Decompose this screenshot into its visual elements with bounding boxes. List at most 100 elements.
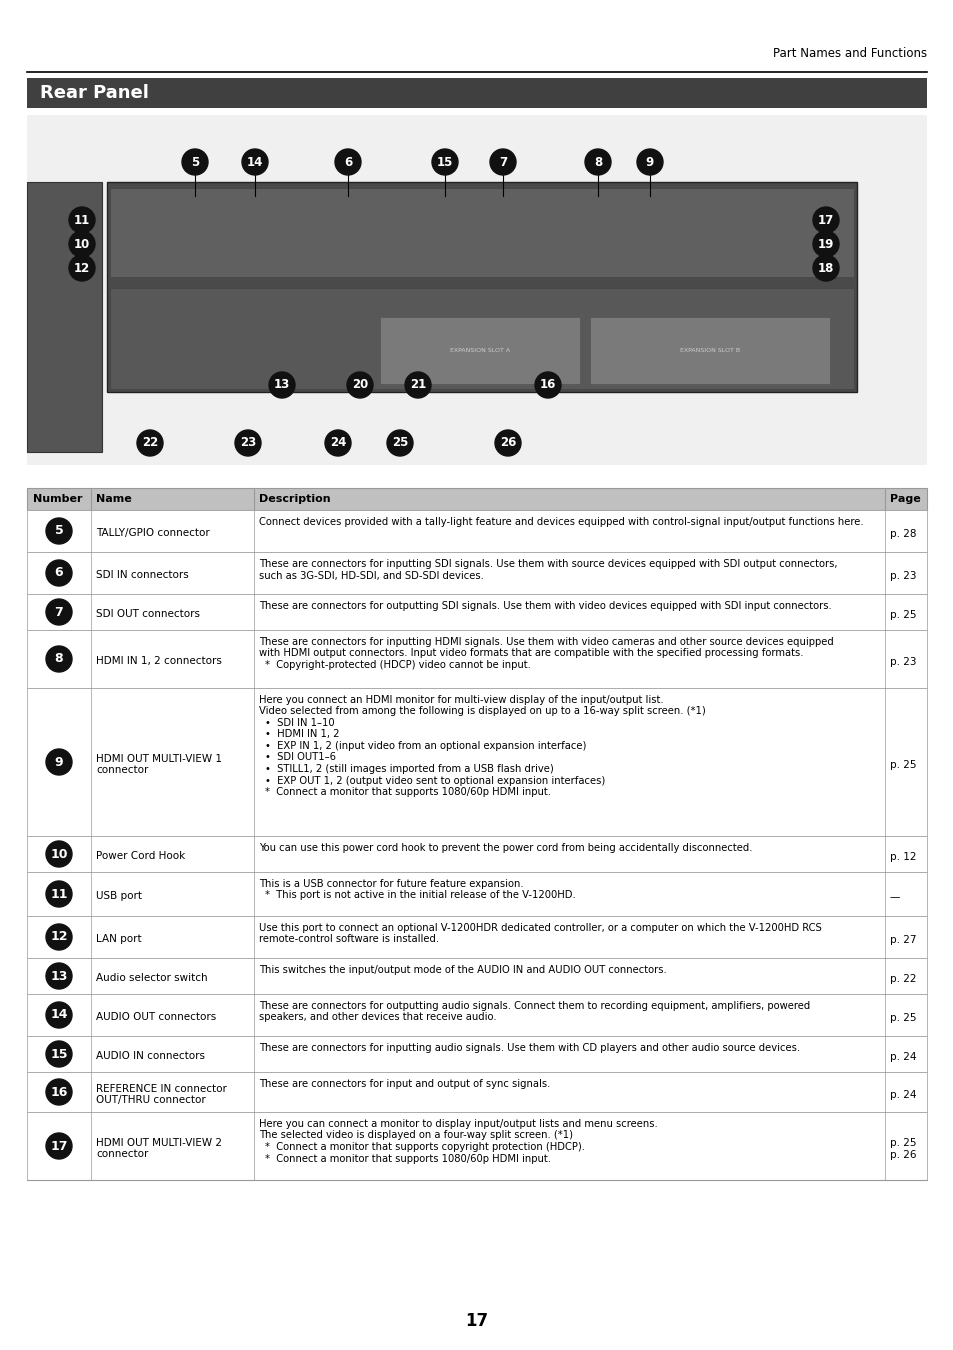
FancyBboxPatch shape <box>27 1072 926 1112</box>
Text: •  EXP OUT 1, 2 (output video sent to optional expansion interfaces): • EXP OUT 1, 2 (output video sent to opt… <box>265 775 604 786</box>
FancyBboxPatch shape <box>27 958 926 994</box>
Circle shape <box>325 431 351 456</box>
Text: REFERENCE IN connector: REFERENCE IN connector <box>96 1084 227 1094</box>
Circle shape <box>182 148 208 176</box>
Circle shape <box>46 560 71 586</box>
Circle shape <box>535 373 560 398</box>
Circle shape <box>46 599 71 625</box>
Text: Part Names and Functions: Part Names and Functions <box>772 47 926 59</box>
Circle shape <box>46 518 71 544</box>
Text: AUDIO OUT connectors: AUDIO OUT connectors <box>96 1012 216 1022</box>
Circle shape <box>490 148 516 176</box>
Text: 17: 17 <box>51 1139 68 1153</box>
Text: *  Connect a monitor that supports 1080/60p HDMI input.: * Connect a monitor that supports 1080/6… <box>265 1153 551 1164</box>
Text: 14: 14 <box>51 1008 68 1022</box>
Circle shape <box>335 148 360 176</box>
Text: such as 3G-SDI, HD-SDI, and SD-SDI devices.: such as 3G-SDI, HD-SDI, and SD-SDI devic… <box>258 571 483 580</box>
Text: Page: Page <box>889 494 920 504</box>
Text: p. 25: p. 25 <box>889 1012 916 1023</box>
Text: p. 22: p. 22 <box>889 973 916 984</box>
FancyBboxPatch shape <box>27 78 926 108</box>
Text: The selected video is displayed on a four-way split screen. (*1): The selected video is displayed on a fou… <box>258 1130 573 1141</box>
FancyBboxPatch shape <box>107 182 856 392</box>
Text: p. 23: p. 23 <box>889 571 916 580</box>
Text: •  EXP IN 1, 2 (input video from an optional expansion interface): • EXP IN 1, 2 (input video from an optio… <box>265 741 586 751</box>
Text: p. 25: p. 25 <box>889 610 916 620</box>
Circle shape <box>46 1079 71 1106</box>
Text: —: — <box>889 892 900 902</box>
Text: *  Connect a monitor that supports copyright protection (HDCP).: * Connect a monitor that supports copyri… <box>265 1142 584 1152</box>
Text: •  STILL1, 2 (still images imported from a USB flash drive): • STILL1, 2 (still images imported from … <box>265 764 553 774</box>
Text: HDMI IN 1, 2 connectors: HDMI IN 1, 2 connectors <box>96 656 222 667</box>
Text: Audio selector switch: Audio selector switch <box>96 973 208 983</box>
Text: These are connectors for inputting audio signals. Use them with CD players and o: These are connectors for inputting audio… <box>258 1044 800 1053</box>
Text: OUT/THRU connector: OUT/THRU connector <box>96 1095 206 1106</box>
Text: HDMI OUT MULTI-VIEW 1: HDMI OUT MULTI-VIEW 1 <box>96 753 222 764</box>
Text: These are connectors for input and output of sync signals.: These are connectors for input and outpu… <box>258 1079 550 1089</box>
Text: *  This port is not active in the initial release of the V-1200HD.: * This port is not active in the initial… <box>265 891 576 900</box>
Text: HDMI OUT MULTI-VIEW 2: HDMI OUT MULTI-VIEW 2 <box>96 1138 222 1148</box>
Text: 15: 15 <box>436 155 453 169</box>
Text: Video selected from among the following is displayed on up to a 16-way split scr: Video selected from among the following … <box>258 706 705 717</box>
FancyBboxPatch shape <box>27 487 926 510</box>
Text: These are connectors for inputting HDMI signals. Use them with video cameras and: These are connectors for inputting HDMI … <box>258 637 833 647</box>
FancyBboxPatch shape <box>27 872 926 917</box>
FancyBboxPatch shape <box>27 182 102 452</box>
Circle shape <box>234 431 261 456</box>
Text: USB port: USB port <box>96 891 142 902</box>
Text: 25: 25 <box>392 436 408 450</box>
Text: p. 12: p. 12 <box>889 852 916 863</box>
Circle shape <box>242 148 268 176</box>
Circle shape <box>46 1133 71 1160</box>
Circle shape <box>347 373 373 398</box>
Text: Connect devices provided with a tally-light feature and devices equipped with co: Connect devices provided with a tally-li… <box>258 517 862 526</box>
Text: p. 25: p. 25 <box>889 760 916 770</box>
Circle shape <box>46 963 71 990</box>
Circle shape <box>637 148 662 176</box>
FancyBboxPatch shape <box>589 317 829 383</box>
Text: TALLY/GPIO connector: TALLY/GPIO connector <box>96 528 210 539</box>
Circle shape <box>387 431 413 456</box>
Text: connector: connector <box>96 765 149 775</box>
Circle shape <box>69 207 95 234</box>
FancyBboxPatch shape <box>27 917 926 958</box>
Text: 15: 15 <box>51 1048 68 1061</box>
FancyBboxPatch shape <box>27 552 926 594</box>
Text: •  SDI OUT1–6: • SDI OUT1–6 <box>265 752 335 763</box>
Text: These are connectors for inputting SDI signals. Use them with source devices equ: These are connectors for inputting SDI s… <box>258 559 837 568</box>
Text: 9: 9 <box>54 756 63 768</box>
Text: 26: 26 <box>499 436 516 450</box>
Text: connector: connector <box>96 1149 149 1160</box>
Text: Use this port to connect an optional V-1200HDR dedicated controller, or a comput: Use this port to connect an optional V-1… <box>258 923 821 933</box>
Text: p. 24: p. 24 <box>889 1089 916 1100</box>
FancyBboxPatch shape <box>110 288 853 389</box>
Circle shape <box>46 1002 71 1027</box>
FancyBboxPatch shape <box>27 115 926 464</box>
Text: 18: 18 <box>817 262 833 274</box>
FancyBboxPatch shape <box>27 994 926 1035</box>
Text: Here you connect an HDMI monitor for multi-view display of the input/output list: Here you connect an HDMI monitor for mul… <box>258 695 663 705</box>
Text: Number: Number <box>33 494 82 504</box>
Circle shape <box>432 148 457 176</box>
Text: p. 23: p. 23 <box>889 657 916 667</box>
Text: 6: 6 <box>343 155 352 169</box>
Text: with HDMI output connectors. Input video formats that are compatible with the sp: with HDMI output connectors. Input video… <box>258 648 802 659</box>
Text: 10: 10 <box>51 848 68 860</box>
Text: 9: 9 <box>645 155 654 169</box>
Text: p. 25: p. 25 <box>889 1138 916 1148</box>
Text: AUDIO IN connectors: AUDIO IN connectors <box>96 1052 205 1061</box>
FancyBboxPatch shape <box>27 1112 926 1180</box>
Text: 17: 17 <box>465 1312 488 1330</box>
Circle shape <box>269 373 294 398</box>
Text: Rear Panel: Rear Panel <box>40 84 149 103</box>
Text: 11: 11 <box>51 887 68 900</box>
Text: 24: 24 <box>330 436 346 450</box>
Circle shape <box>69 231 95 256</box>
FancyBboxPatch shape <box>27 1035 926 1072</box>
Text: 5: 5 <box>54 525 63 537</box>
Text: 8: 8 <box>594 155 601 169</box>
Text: 13: 13 <box>51 969 68 983</box>
Text: 22: 22 <box>142 436 158 450</box>
FancyBboxPatch shape <box>379 317 579 383</box>
Text: 17: 17 <box>817 213 833 227</box>
